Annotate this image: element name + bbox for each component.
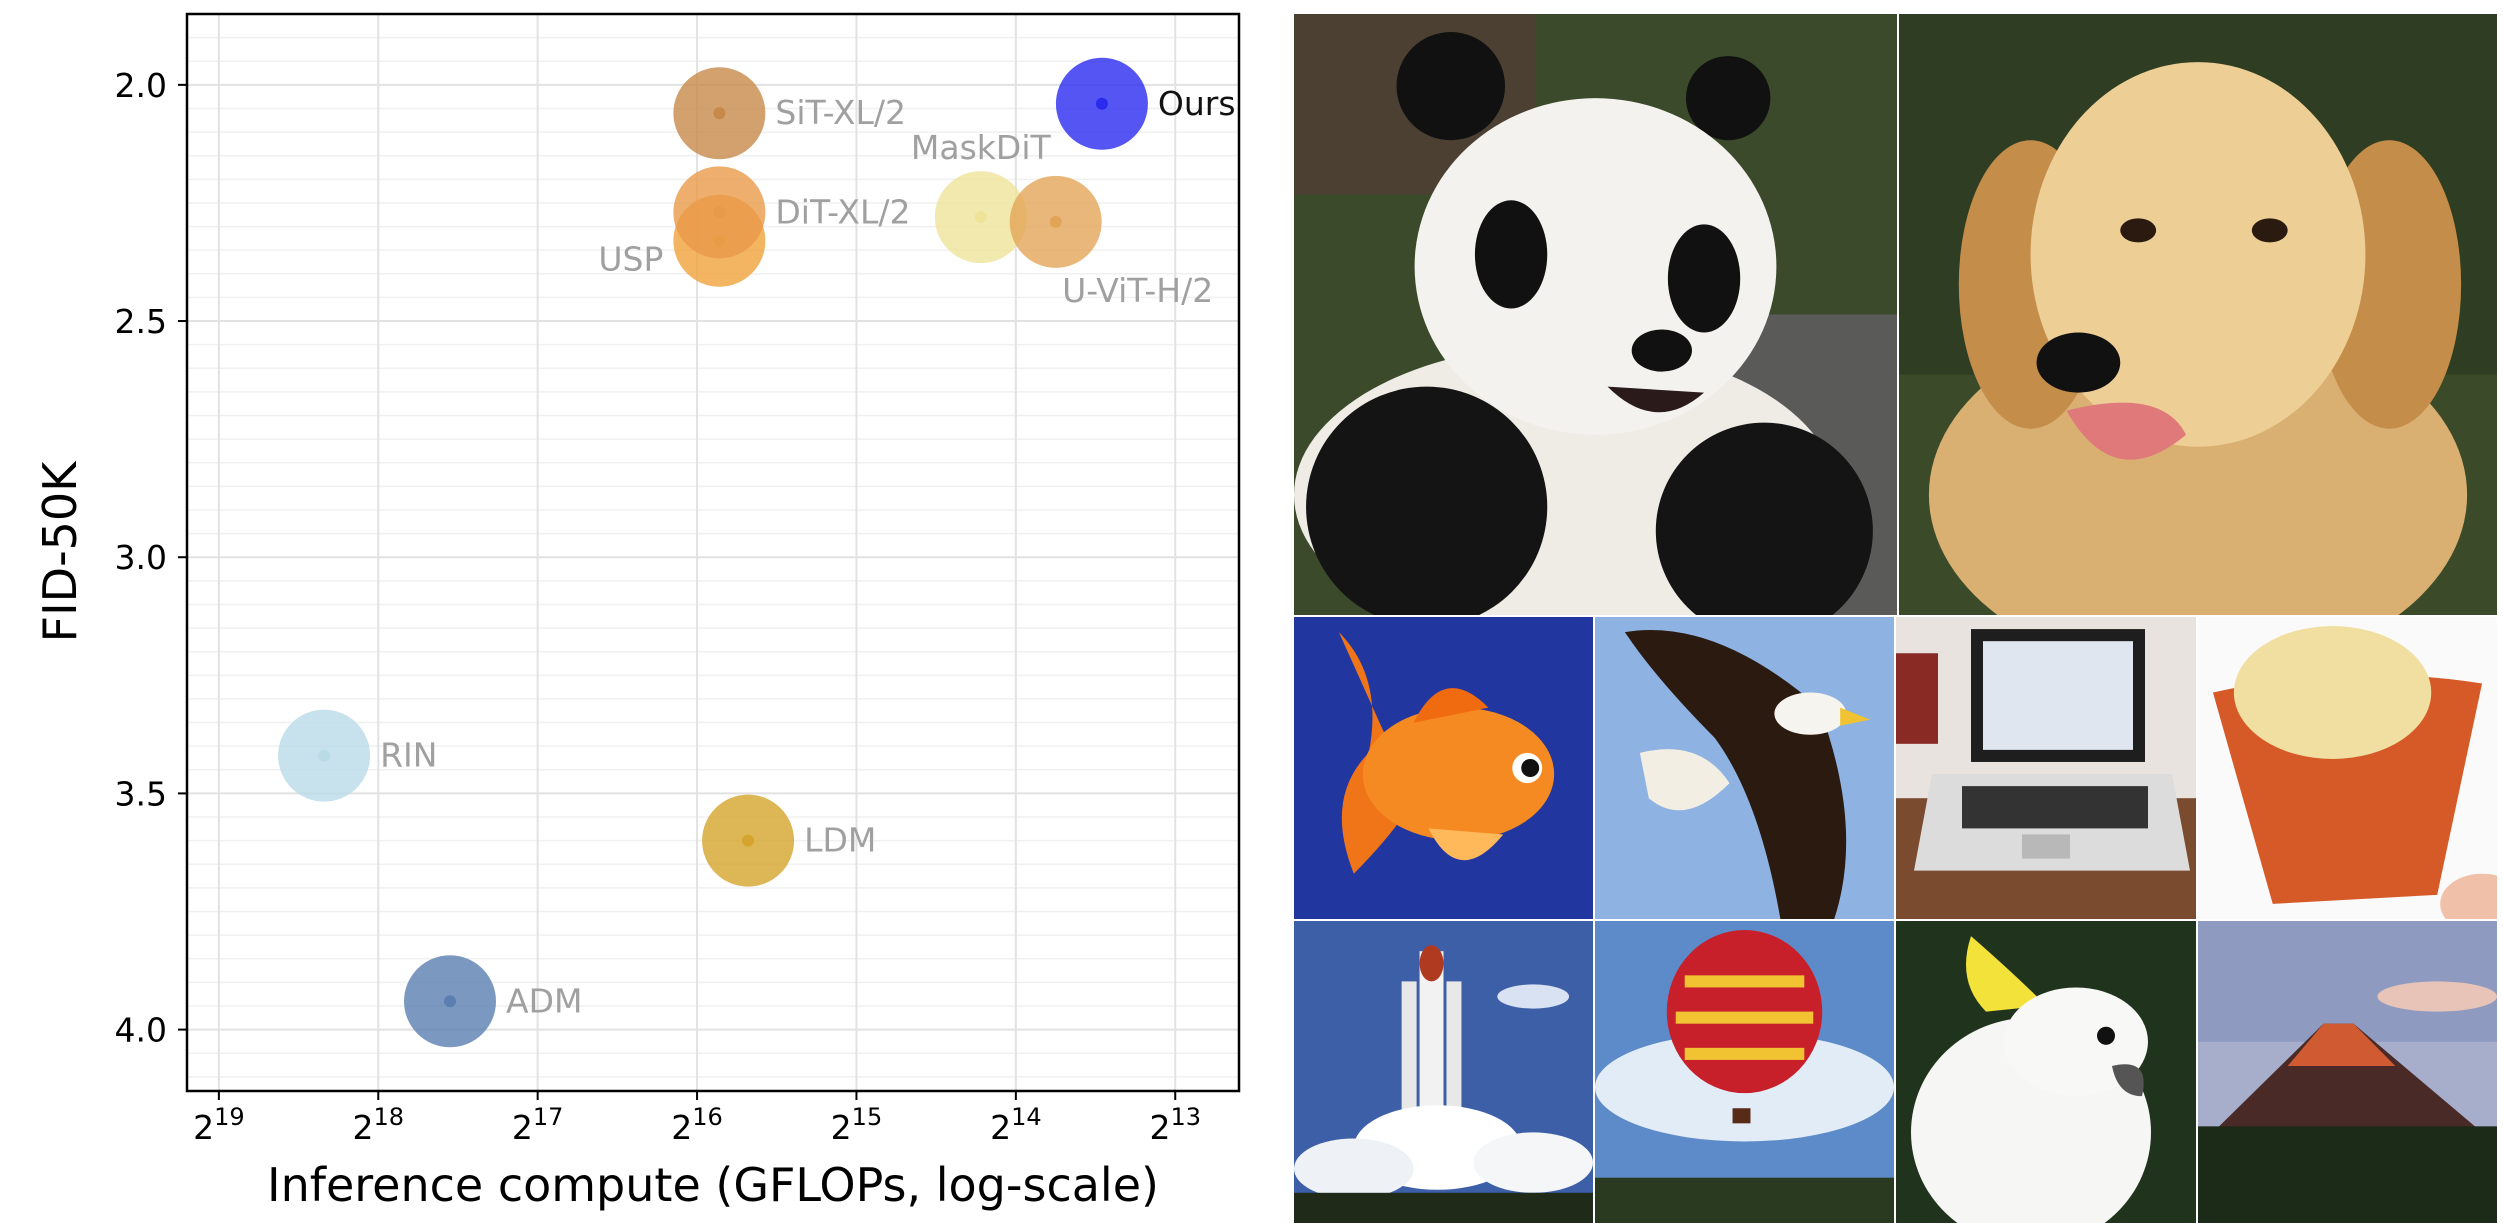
- point-ours: Ours: [1055, 57, 1236, 150]
- y-tick-label: 4.0: [115, 1011, 167, 1050]
- y-tick-label: 2.0: [115, 66, 167, 105]
- sample-image-hot-air-balloon: [1595, 921, 1894, 1223]
- sample-image-panda: [1294, 14, 1897, 615]
- center-dot: [742, 834, 755, 847]
- point-label: Ours: [1158, 84, 1236, 123]
- point-adm: ADM: [404, 955, 582, 1048]
- sample-image-golden-retriever: [1899, 14, 2497, 615]
- sample-image-volcano: [2198, 921, 2497, 1223]
- point-label: SiT-XL/2: [775, 93, 906, 132]
- x-tick-label: 213: [1149, 1103, 1201, 1147]
- point-ldm: LDM: [702, 794, 876, 887]
- sample-image-goldfish: [1294, 617, 1593, 919]
- x-axis-label: Inference compute (GFLOPs, log-scale): [267, 1158, 1159, 1212]
- sample-image-ice-cream-cone: [2198, 617, 2497, 919]
- point-label: RIN: [380, 736, 437, 775]
- x-tick-label: 216: [671, 1103, 723, 1147]
- center-dot: [713, 107, 726, 120]
- point-sit-xl-2: SiT-XL/2: [673, 67, 906, 160]
- sample-image-cockatoo: [1896, 921, 2196, 1223]
- point-label: U-ViT-H/2: [1062, 271, 1213, 310]
- y-tick-label: 3.5: [115, 774, 167, 813]
- x-tick-label: 219: [193, 1103, 245, 1147]
- y-tick-label: 2.5: [115, 302, 167, 341]
- center-dot: [974, 211, 987, 224]
- point-label: LDM: [804, 821, 876, 860]
- y-axis-label: FID-50K: [33, 460, 87, 643]
- point-label: DiT-XL/2: [775, 192, 910, 231]
- y-tick-label: 3.0: [115, 538, 167, 577]
- x-axis-ticks: 219 218 217 216 215 214 213: [193, 1091, 1201, 1147]
- plot-frame: [185, 12, 1241, 1093]
- y-axis-ticks: 2.0 2.5 3.0 3.5 4.0: [115, 66, 187, 1050]
- center-dot: [1095, 97, 1108, 110]
- sample-image-space-shuttle-launch: [1294, 921, 1593, 1223]
- x-tick-label: 218: [352, 1103, 404, 1147]
- x-tick-label: 217: [512, 1103, 564, 1147]
- point-u-vit-h-2: U-ViT-H/2: [1009, 175, 1213, 310]
- point-label: ADM: [506, 981, 582, 1020]
- point-rin: RIN: [278, 709, 437, 802]
- center-dot: [318, 749, 331, 762]
- sample-image-bald-eagle: [1595, 617, 1894, 919]
- x-tick-label: 214: [990, 1103, 1042, 1147]
- center-dot: [713, 206, 726, 219]
- sample-gallery: [1294, 14, 2497, 1223]
- point-label: MaskDiT: [911, 128, 1052, 167]
- sample-image-laptop: [1896, 617, 2196, 919]
- center-dot: [1049, 215, 1062, 228]
- point-maskdit: MaskDiT: [911, 128, 1052, 264]
- center-dot: [444, 995, 456, 1008]
- x-tick-label: 215: [831, 1103, 883, 1147]
- point-dit-xl-2: DiT-XL/2: [673, 166, 910, 259]
- point-label: USP: [598, 240, 663, 279]
